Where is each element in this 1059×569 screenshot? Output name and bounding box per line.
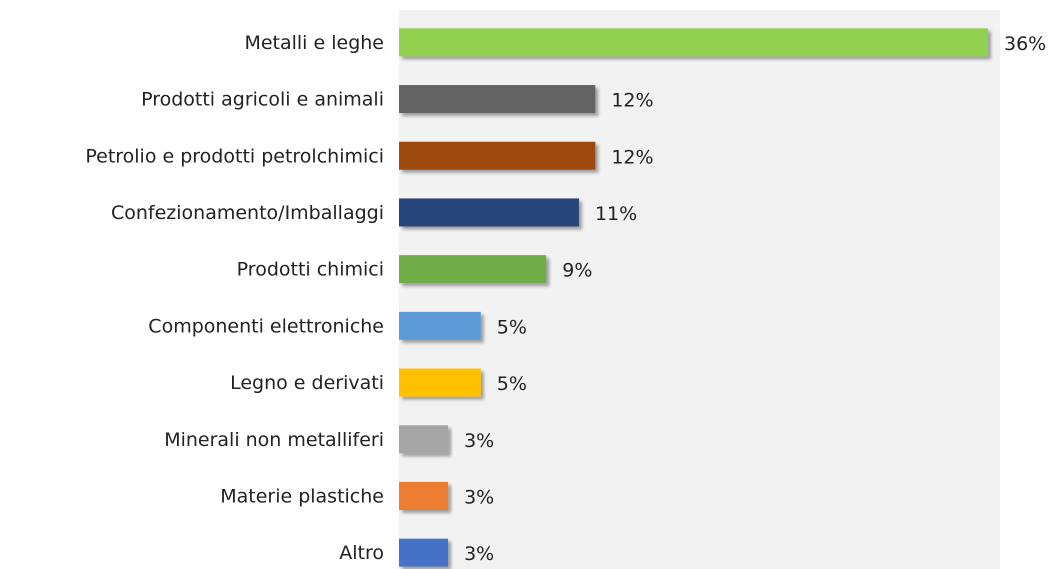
value-label: 3% [464,543,494,565]
category-label: Confezionamento/Imballaggi [111,202,384,224]
value-label: 12% [611,90,653,112]
category-label: Altro [339,542,384,564]
value-label: 3% [464,430,494,452]
value-label: 5% [497,373,527,395]
value-label: 9% [562,260,592,282]
bar [399,311,481,340]
value-label: 12% [611,146,653,168]
category-label: Legno e derivati [230,372,384,394]
bar [399,425,449,454]
category-label: Materie plastiche [220,485,384,507]
bar [399,198,579,227]
bar [399,538,449,567]
value-label: 11% [595,203,637,225]
category-label: Minerali non metalliferi [164,429,384,451]
category-label: Prodotti chimici [237,259,384,281]
category-label: Metalli e leghe [244,32,384,54]
value-label: 3% [464,486,494,508]
bar [399,141,596,170]
bar [399,28,988,57]
value-label: 36% [1004,33,1046,55]
category-label: Componenti elettroniche [148,315,384,337]
category-label: Prodotti agricoli e animali [141,89,384,111]
bar [399,85,596,114]
bar [399,368,481,397]
bar [399,481,449,510]
value-label: 5% [497,316,527,338]
category-label: Petrolio e prodotti petrolchimici [85,145,384,167]
bar [399,255,547,284]
